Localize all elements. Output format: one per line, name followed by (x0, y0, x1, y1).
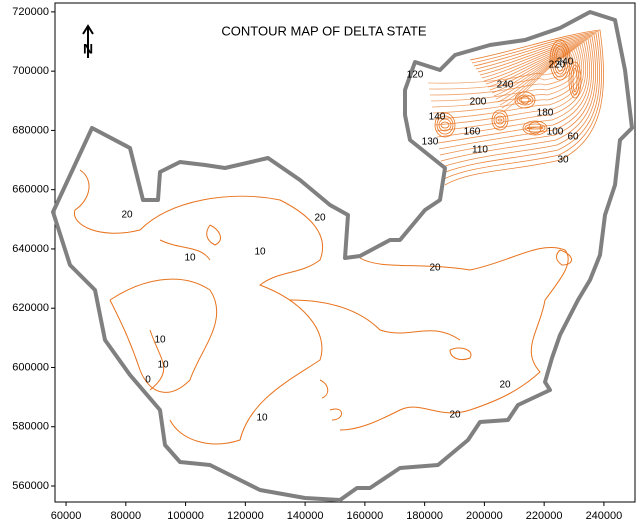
contour-label: 10 (154, 335, 166, 346)
x-tick-label: 180000 (406, 510, 443, 522)
contour-line (549, 39, 571, 81)
contour-line (206, 224, 221, 246)
contour-label: 130 (422, 137, 439, 148)
x-tick-label: 160000 (347, 510, 384, 522)
contour-label: 220 (549, 60, 566, 71)
contour-label: 20 (499, 380, 511, 391)
contour-line (441, 34, 599, 168)
contour-line (444, 29, 605, 186)
contour-label: 60 (567, 132, 579, 143)
contour-label: 100 (547, 127, 564, 138)
contour-label: 10 (256, 413, 268, 424)
state-boundary (51, 10, 634, 502)
y-tick-label: 720000 (12, 6, 49, 18)
y-tick-label: 620000 (12, 302, 49, 314)
contour-line (435, 42, 586, 132)
x-tick-label: 140000 (287, 510, 324, 522)
contour-line (520, 95, 530, 105)
contour-line (568, 61, 582, 99)
x-tick-label: 80000 (111, 510, 142, 522)
x-tick-label: 120000 (227, 510, 264, 522)
north-label: N (83, 41, 93, 57)
contour-line (495, 115, 505, 125)
y-tick-label: 600000 (12, 361, 49, 373)
contour-line (556, 249, 572, 266)
contour-label: 10 (157, 360, 169, 371)
contour-label: 30 (557, 155, 569, 166)
north-arrow-shape (82, 24, 94, 58)
contour-label: 10 (184, 253, 196, 264)
contour-line (433, 45, 583, 120)
y-tick-label: 560000 (12, 480, 49, 492)
y-tick-label: 700000 (12, 65, 49, 77)
contour-line (514, 91, 536, 109)
contour-label: 240 (557, 57, 574, 68)
contour-line (74, 169, 324, 445)
contour-label: 140 (429, 112, 446, 123)
contour-line (570, 64, 580, 96)
contour-label: 110 (472, 145, 488, 156)
x-tick-label: 200000 (466, 510, 503, 522)
contour-label: 160 (464, 127, 481, 138)
contour-line (522, 120, 548, 136)
contour-line (449, 347, 472, 361)
y-tick-label: 580000 (12, 421, 49, 433)
contour-line (442, 32, 601, 174)
contour-label: 240 (497, 80, 514, 91)
contour-line (149, 239, 211, 391)
contour-line (339, 246, 569, 431)
contour-line (497, 118, 503, 122)
x-tick-label: 240000 (586, 510, 623, 522)
contour-line (438, 38, 593, 150)
contour-label: 120 (407, 70, 424, 81)
contour-line (524, 123, 546, 133)
contour-line (491, 109, 509, 131)
contour-line (551, 42, 569, 78)
contour-label: 180 (537, 108, 554, 119)
contour-line (437, 40, 591, 144)
contour-line (439, 37, 595, 156)
contour-line (553, 45, 567, 75)
y-tick-label: 640000 (12, 243, 49, 255)
contour-line (440, 121, 450, 129)
contour-line (518, 97, 532, 103)
contour-line (319, 379, 342, 421)
contour-line (436, 41, 589, 138)
contours (74, 29, 605, 445)
contour-line (438, 118, 452, 132)
contour-line (526, 126, 544, 130)
x-tick-label: 100000 (167, 510, 204, 522)
contour-line (109, 278, 218, 393)
contour-line (427, 54, 571, 112)
map-title: CONTOUR MAP OF DELTA STATE (221, 23, 426, 38)
contour-line (493, 112, 507, 128)
contour-line (528, 121, 542, 135)
contour-label: 10 (254, 247, 266, 258)
north-arrow: N (82, 24, 94, 58)
y-tick-label: 660000 (12, 184, 49, 196)
contour-line (516, 94, 534, 106)
contour-label: 20 (314, 213, 326, 224)
contour-line (443, 31, 603, 180)
contour-line (440, 35, 597, 162)
contour-line (432, 47, 581, 114)
contour-label: 20 (449, 410, 461, 421)
y-tick-label: 680000 (12, 124, 49, 136)
contour-line (555, 48, 565, 72)
contour-label: 20 (121, 210, 133, 221)
contour-line (434, 112, 456, 138)
contour-line (572, 67, 578, 93)
contour-line (289, 299, 461, 341)
contour-label: 0 (145, 375, 151, 386)
x-tick-label: 60000 (51, 510, 82, 522)
contour-label: 200 (470, 97, 487, 108)
x-tick-label: 220000 (526, 510, 563, 522)
contour-label: 20 (429, 263, 441, 274)
contour-line (436, 115, 454, 135)
